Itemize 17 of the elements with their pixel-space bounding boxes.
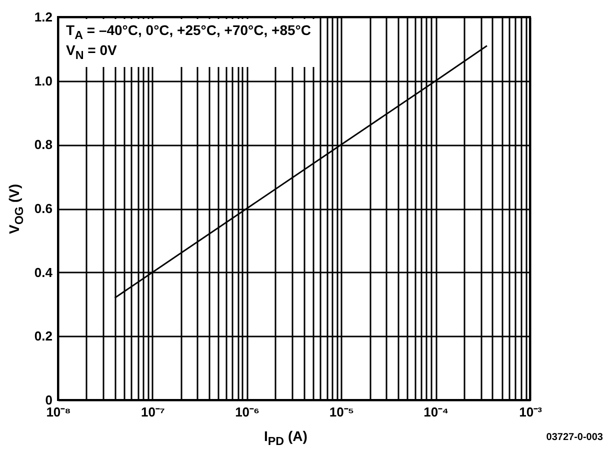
x-tick-label: 10⁻⁶ [235, 404, 260, 420]
y-tick-label: 0.4 [34, 264, 54, 280]
x-tick-label: 10⁻⁷ [140, 404, 165, 420]
x-tick-label: 10⁻⁵ [329, 404, 354, 420]
text: 03727-0-003 [546, 432, 603, 443]
x-tick-label: 10⁻⁴ [424, 404, 449, 420]
y-tick-label: 0.2 [34, 328, 52, 344]
y-tick-label: 1.0 [34, 73, 52, 88]
x-tick-label: 10⁻⁸ [46, 404, 71, 420]
y-tick-label: 0 [45, 392, 52, 408]
y-tick-label: 0.8 [34, 137, 52, 152]
annotation: V$_{N}$ = 0V [66, 42, 117, 62]
annotation: T$_{A}$ = –40°C, 0°C, +25°C, +70°C, +85°C [66, 22, 311, 42]
y-tick-label: 1.2 [34, 10, 52, 24]
y-tick-label: 0.6 [34, 201, 52, 216]
x-axis-title: I$_{PD}$ (A) [264, 428, 308, 448]
x-tick-label: 10⁻³ [519, 404, 543, 420]
